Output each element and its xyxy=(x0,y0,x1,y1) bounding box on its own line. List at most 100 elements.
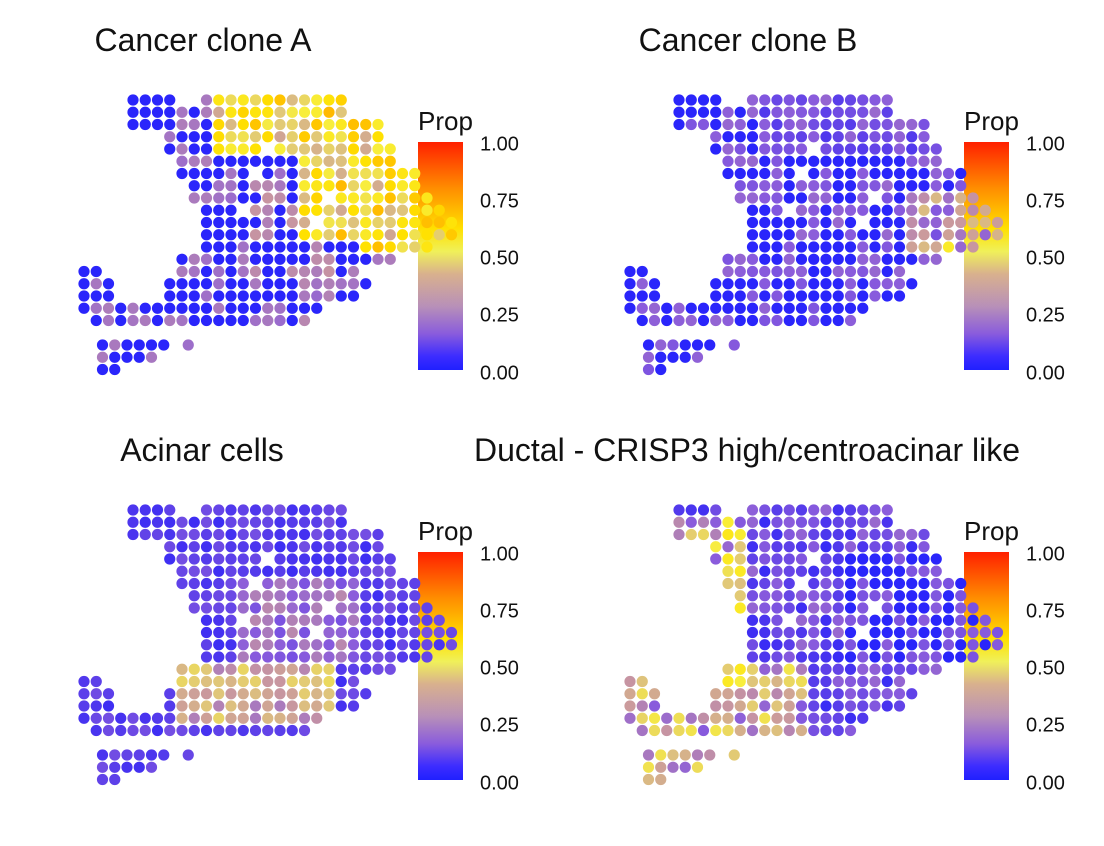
spot xyxy=(274,700,286,712)
spot xyxy=(893,663,906,675)
spot xyxy=(808,155,820,167)
spot xyxy=(213,712,225,724)
spot xyxy=(433,614,445,626)
spot xyxy=(655,339,667,351)
spot xyxy=(624,302,636,314)
legend-label: 0.75 xyxy=(1026,600,1065,623)
spot xyxy=(262,155,274,167)
spot xyxy=(262,528,274,541)
spot xyxy=(832,241,844,253)
spot xyxy=(298,590,311,602)
legend-tick xyxy=(463,201,470,203)
spot xyxy=(832,675,844,688)
spot xyxy=(679,749,691,761)
spot xyxy=(274,167,286,180)
spot xyxy=(384,229,396,241)
spot xyxy=(188,118,200,131)
spot xyxy=(384,565,396,577)
spot xyxy=(323,663,335,675)
spot xyxy=(661,314,673,327)
spot xyxy=(820,167,832,180)
spot xyxy=(844,118,857,131)
spot xyxy=(311,204,323,216)
spot xyxy=(249,94,262,106)
spot xyxy=(396,614,409,626)
spot xyxy=(679,339,691,351)
spot xyxy=(213,253,225,265)
spot xyxy=(286,314,298,327)
spot xyxy=(808,216,820,229)
spot xyxy=(881,253,893,265)
spot xyxy=(360,651,372,663)
spot xyxy=(869,516,881,528)
spot xyxy=(286,712,298,724)
spot xyxy=(881,602,893,614)
spot xyxy=(262,565,274,577)
spot xyxy=(979,204,991,216)
spot xyxy=(857,106,869,118)
legend-label: 0.00 xyxy=(1026,772,1065,795)
spot xyxy=(200,688,213,700)
spot xyxy=(783,553,795,565)
spot xyxy=(734,131,746,143)
spot xyxy=(869,204,881,216)
legend-clone-b: Prop 1.00 0.75 0.50 0.25 0.00 xyxy=(964,106,1084,386)
spot xyxy=(409,180,421,192)
spot xyxy=(323,204,335,216)
spot xyxy=(967,241,979,253)
spot xyxy=(286,180,298,192)
spot xyxy=(262,577,274,590)
spot xyxy=(323,528,335,541)
spot xyxy=(237,143,249,155)
spot xyxy=(820,590,832,602)
spot xyxy=(783,278,795,290)
spot xyxy=(200,639,213,651)
spot xyxy=(225,229,237,241)
spot xyxy=(311,675,323,688)
spot xyxy=(262,229,274,241)
spot xyxy=(808,541,820,553)
spot xyxy=(771,290,783,302)
spot xyxy=(832,700,844,712)
spot xyxy=(722,253,734,265)
spot xyxy=(372,253,384,265)
spot xyxy=(274,253,286,265)
spot xyxy=(759,590,771,602)
spot xyxy=(360,565,372,577)
spot xyxy=(421,626,433,639)
spot xyxy=(311,663,323,675)
spot xyxy=(746,278,759,290)
spot xyxy=(249,626,262,639)
spot xyxy=(176,167,188,180)
spot xyxy=(783,143,795,155)
spot xyxy=(655,773,667,786)
spot xyxy=(673,302,685,314)
spot xyxy=(249,241,262,253)
legend-tick xyxy=(463,778,470,780)
spot xyxy=(347,167,360,180)
spot xyxy=(881,241,893,253)
spot xyxy=(188,192,200,204)
spot xyxy=(274,724,286,737)
spot xyxy=(225,118,237,131)
spot xyxy=(746,528,759,541)
spot xyxy=(286,265,298,278)
spot xyxy=(697,528,710,541)
spot xyxy=(188,302,200,314)
spot xyxy=(832,143,844,155)
spot xyxy=(795,700,808,712)
spot xyxy=(237,241,249,253)
spot xyxy=(274,204,286,216)
spot xyxy=(372,180,384,192)
spot xyxy=(734,290,746,302)
spot xyxy=(734,106,746,118)
spot xyxy=(164,290,176,302)
spot xyxy=(746,639,759,651)
spot xyxy=(139,528,151,541)
spot xyxy=(127,106,139,118)
spot xyxy=(955,204,967,216)
spot xyxy=(274,118,286,131)
spot xyxy=(844,241,857,253)
spot xyxy=(722,167,734,180)
spot xyxy=(347,577,360,590)
